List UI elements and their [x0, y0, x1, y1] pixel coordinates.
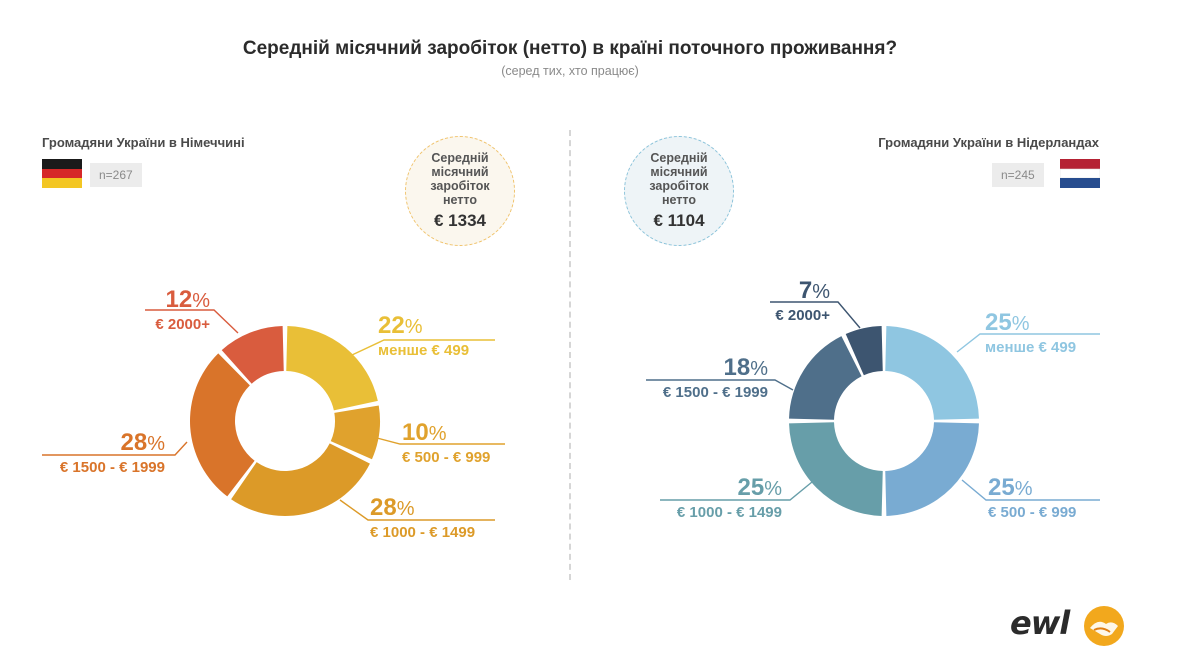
- netherlands-percent-label-2: 25%: [738, 474, 783, 501]
- germany-category-label-3: € 1500 - € 1999: [60, 459, 165, 476]
- germany-average-label: Середній місячний заробіток нетто: [430, 151, 490, 207]
- netherlands-group-label: Громадяни України в Нідерландах: [878, 135, 1099, 150]
- netherlands-leader-line-0: [956, 333, 1100, 353]
- netherlands-slice-1: [885, 422, 979, 516]
- netherlands-leader-line-2: [660, 481, 813, 501]
- logo-text: ewl: [1010, 604, 1070, 642]
- netherlands-category-label-4: € 2000+: [775, 307, 830, 324]
- germany-slice-4: [221, 326, 284, 384]
- center-divider: [569, 130, 571, 580]
- netherlands-average-circle: Середній місячний заробіток нетто € 1104: [624, 136, 734, 246]
- germany-category-label-0: менше € 499: [378, 342, 469, 359]
- netherlands-leader-line-4: [770, 301, 861, 329]
- germany-leader-line-2: [339, 499, 495, 521]
- netherlands-category-label-2: € 1000 - € 1499: [677, 504, 782, 521]
- germany-group-label: Громадяни України в Німеччині: [42, 135, 245, 150]
- germany-slice-3: [190, 353, 255, 497]
- netherlands-percent-label-0: 25%: [985, 309, 1030, 336]
- germany-slice-2: [231, 443, 370, 517]
- germany-percent-label-2: 28%: [370, 494, 415, 521]
- germany-flag-icon: [42, 159, 82, 188]
- netherlands-slice-4: [845, 326, 883, 376]
- chart-subtitle: (серед тих, хто працює): [501, 64, 639, 78]
- germany-slice-1: [330, 405, 380, 460]
- netherlands-slice-0: [885, 326, 979, 420]
- germany-slice-0: [286, 326, 378, 411]
- germany-percent-label-0: 22%: [378, 312, 423, 339]
- netherlands-average-label: Середній місячний заробіток нетто: [649, 151, 709, 207]
- germany-average-value: € 1334: [434, 211, 486, 230]
- netherlands-slice-3: [789, 336, 862, 420]
- netherlands-percent-label-3: 18%: [724, 354, 769, 381]
- germany-percent-label-4: 12%: [166, 286, 211, 313]
- chart-title: Середній місячний заробіток (нетто) в кр…: [242, 38, 898, 59]
- netherlands-leader-line-3: [646, 379, 794, 391]
- germany-sample-size: n=267: [90, 163, 142, 187]
- germany-leader-line-0: [351, 339, 495, 356]
- germany-average-circle: Середній місячний заробіток нетто € 1334: [405, 136, 515, 246]
- germany-leader-line-1: [376, 437, 505, 445]
- netherlands-flag-icon: [1060, 159, 1100, 188]
- germany-category-label-2: € 1000 - € 1499: [370, 524, 475, 541]
- germany-percent-label-1: 10%: [402, 419, 447, 446]
- netherlands-sample-size: n=245: [992, 163, 1044, 187]
- germany-category-label-4: € 2000+: [155, 316, 210, 333]
- germany-percent-label-3: 28%: [121, 429, 166, 456]
- germany-category-label-1: € 500 - € 999: [402, 449, 490, 466]
- netherlands-leader-line-1: [961, 479, 1100, 501]
- netherlands-percent-label-4: 7%: [799, 277, 830, 304]
- germany-leader-line-4: [145, 309, 239, 334]
- netherlands-percent-label-1: 25%: [988, 474, 1033, 501]
- ewl-logo: ewl: [1010, 602, 1130, 652]
- netherlands-category-label-3: € 1500 - € 1999: [663, 384, 768, 401]
- germany-leader-line-3: [42, 441, 188, 456]
- handshake-icon: [1084, 606, 1124, 646]
- netherlands-category-label-0: менше € 499: [985, 339, 1076, 356]
- netherlands-category-label-1: € 500 - € 999: [988, 504, 1076, 521]
- netherlands-slice-2: [789, 422, 883, 516]
- netherlands-average-value: € 1104: [653, 211, 705, 230]
